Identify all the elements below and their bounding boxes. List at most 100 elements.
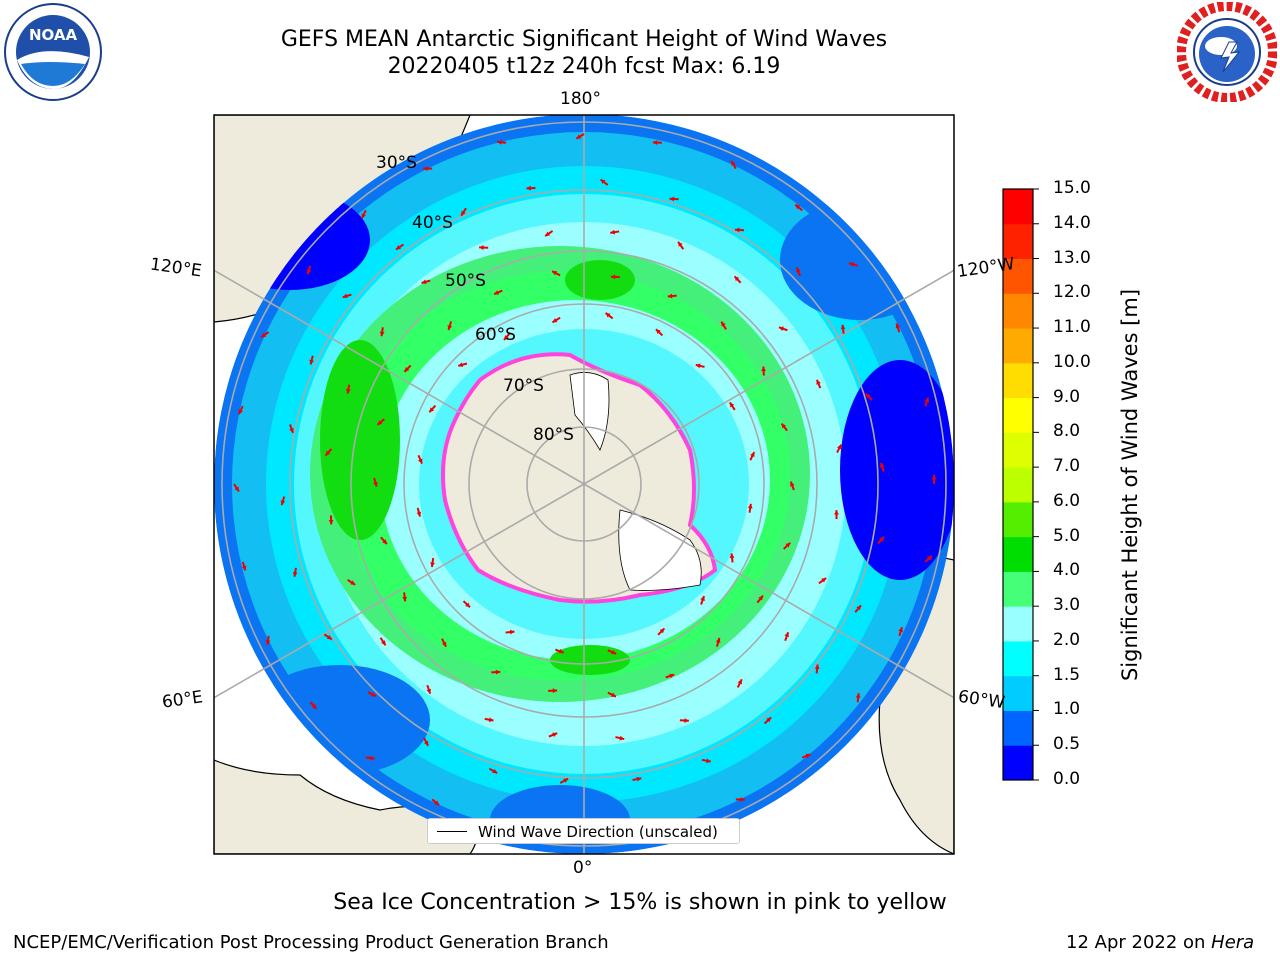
wave-arrow-head <box>526 185 531 191</box>
wave-arrow-head <box>289 427 294 433</box>
wave-arrow-head <box>855 693 861 698</box>
colorbar-segment <box>1003 467 1033 503</box>
wave-arrow-head <box>461 210 466 216</box>
wave-arrow-head <box>731 160 736 166</box>
wave-arrow-head <box>795 204 801 210</box>
lat-label-70s: 70°S <box>503 376 544 396</box>
ice-ross <box>569 372 610 451</box>
graticule <box>214 115 954 854</box>
wave-arrow-head <box>509 629 515 635</box>
sea-ice-note: Sea Ice Concentration > 15% is shown in … <box>333 890 947 915</box>
wave-arrow-head <box>926 555 932 561</box>
wave-arrow-head <box>735 227 740 233</box>
wave-arrow-head <box>238 409 243 415</box>
colorbar-segment <box>1003 223 1033 260</box>
legend-label: Wind Wave Direction (unscaled) <box>478 823 718 841</box>
wave-arrow-head <box>734 276 740 282</box>
wave-arrow-head <box>558 648 564 654</box>
wave-arrow-head <box>261 332 267 338</box>
wave-arrow-head <box>761 366 767 372</box>
wave-arrow-head <box>306 269 312 275</box>
wave-arrow-head <box>370 692 376 697</box>
wave-arrow-head <box>434 800 440 806</box>
colorbar-segment <box>1003 293 1033 329</box>
ice-weddell <box>618 509 702 591</box>
colorbar-tick-label: 15.0 <box>1053 178 1091 198</box>
wave-arrow-head <box>840 324 846 330</box>
legend-line-sample <box>437 831 467 832</box>
colorbar-tick-label: 7.0 <box>1053 456 1081 477</box>
wave-arrow-head <box>636 776 642 782</box>
colorbar-label: Significant Height of Wind Waves [m] <box>1118 288 1142 682</box>
wave-arrow-head <box>669 673 675 679</box>
wave-arrow-head <box>552 732 558 738</box>
wave-arrow-head <box>766 717 772 723</box>
colorbar-tick-label: 0.5 <box>1053 734 1081 755</box>
wave-arrow-head <box>326 634 332 640</box>
wave-arrow-head <box>778 326 784 332</box>
colorbar-segment <box>1003 710 1033 746</box>
wave-arrow-head <box>678 241 683 247</box>
wave-arrow-head <box>458 362 464 368</box>
wave-arrow-head <box>426 688 432 694</box>
wave-arrow-head <box>814 664 820 670</box>
wave-arrow-head <box>563 778 569 783</box>
noaa-logo: NOAA <box>4 3 102 101</box>
wave-arrow-head <box>325 450 331 456</box>
wave-arrow-head <box>447 325 453 331</box>
wave-arrow-head <box>834 510 839 515</box>
colorbar-segment <box>1003 675 1033 711</box>
wave-arrow-head <box>488 717 494 723</box>
wave-arrow-head <box>849 262 854 267</box>
footer-date-text: 12 Apr 2022 on <box>1066 932 1212 953</box>
wave-arrow-head <box>370 755 375 761</box>
colorbar-tick-label: 8.0 <box>1053 421 1081 442</box>
wave-arrow-head <box>497 139 502 145</box>
colorbar-tick-label: 6.0 <box>1053 490 1081 511</box>
footer-host: Hera <box>1211 932 1255 953</box>
wave-arrow-head <box>856 605 861 611</box>
colorbar-tick-label: 2.0 <box>1053 629 1081 650</box>
wave-arrow-head <box>879 536 884 542</box>
wave-arrow-head <box>346 388 351 394</box>
wave-arrow-head <box>747 503 753 509</box>
wave-arrow-head <box>837 444 842 450</box>
wave-arrow-head <box>545 231 551 237</box>
nws-logo <box>1177 2 1277 102</box>
colorbar-frame <box>1002 188 1034 781</box>
wave-arrow-head <box>898 627 903 633</box>
wave-arrow-head <box>706 758 711 764</box>
colorbar-tick-label: 12.0 <box>1053 282 1091 303</box>
colorbar-segment <box>1003 536 1033 572</box>
chart-subtitle: 20220405 t12z 240h fcst Max: 6.19 <box>387 54 781 79</box>
wave-arrow-head <box>667 293 673 299</box>
wave-arrow-head <box>924 397 930 403</box>
colorbar-segment <box>1003 606 1033 642</box>
colorbar-tick-label: 0.0 <box>1053 769 1081 789</box>
wave-arrow-head <box>241 565 247 571</box>
wave-arrow-head <box>465 602 471 608</box>
lat-label-80s: 80°S <box>533 425 574 445</box>
wave-arrow-head <box>309 359 314 365</box>
wave-arrow-head <box>729 402 735 408</box>
colorbar-tick-label: 5.0 <box>1053 525 1081 546</box>
wave-arrow-head <box>441 641 447 647</box>
wave-arrow-head <box>715 637 721 643</box>
wave-arrow-head <box>659 628 665 634</box>
colorbar-segment <box>1003 189 1033 225</box>
wave-arrow-head <box>361 213 366 219</box>
map-frame <box>213 114 955 855</box>
wave-arrow-head <box>781 423 787 429</box>
wave-arrow-head <box>342 293 348 299</box>
wave-arrow-head <box>379 331 385 337</box>
wave-arrow-head <box>377 420 383 425</box>
wave-arrow-head <box>552 688 558 694</box>
wave-arrow-head <box>821 578 827 583</box>
wave-arrow-head <box>605 312 611 318</box>
colorbar-segment <box>1003 432 1033 468</box>
wave-arrow-head <box>740 797 745 802</box>
colorbar-segment <box>1003 501 1033 538</box>
lat-label-60s: 60°S <box>475 325 516 345</box>
colorbar-segment <box>1003 397 1033 433</box>
wave-arrow-head <box>503 335 509 340</box>
